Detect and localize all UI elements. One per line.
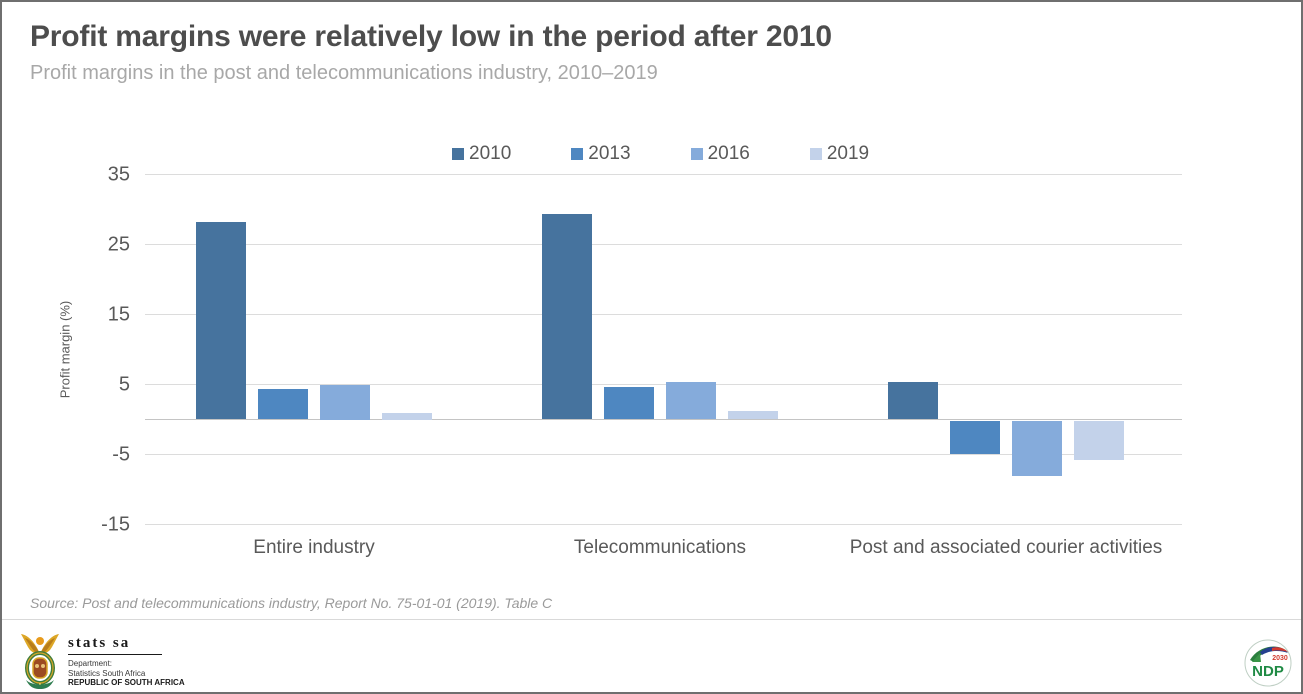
- legend-label-2019: 2019: [826, 143, 870, 164]
- legend-item-2010: 2010: [452, 143, 511, 165]
- gridline-y-15: [145, 314, 1182, 315]
- bar-2019-category-1: [728, 411, 778, 420]
- stats-sa-rule: [68, 654, 162, 655]
- bar-2016-category-0: [320, 384, 370, 420]
- svg-text:●: ●: [39, 681, 42, 686]
- bar-2013-category-1: [604, 387, 654, 420]
- legend-item-2016: 2016: [690, 143, 750, 165]
- stats-sa-name: stats sa: [68, 635, 131, 651]
- x-category-label-1: Telecommunications: [573, 537, 747, 558]
- source-note: Source: Post and telecommunications indu…: [30, 595, 553, 611]
- legend-item-2019: 2019: [809, 143, 870, 165]
- x-category-label-2: Post and associated courier activities: [849, 537, 1163, 558]
- bar-2019-category-2: [1074, 420, 1124, 460]
- gridline-y-35: [145, 174, 1182, 175]
- gridline-y--15: [145, 524, 1182, 525]
- legend-label-2016: 2016: [707, 143, 750, 164]
- gridline-y-25: [145, 244, 1182, 245]
- x-axis-zero-line: [145, 419, 1182, 420]
- y-axis-title: Profit margin (%): [57, 300, 73, 399]
- south-africa-coat-of-arms-icon: ●: [21, 634, 59, 689]
- y-tick-label-5: 5: [118, 373, 130, 395]
- legend-item-2013: 2013: [571, 143, 631, 165]
- ndp-acronym-text: NDP: [1252, 663, 1284, 680]
- y-tick-label-35: 35: [107, 163, 130, 185]
- page-subtitle: Profit margins in the post and telecommu…: [30, 62, 658, 84]
- x-category-label-0: Entire industry: [253, 537, 375, 558]
- footer-divider: [2, 619, 1301, 620]
- stats-sa-dept: Department:: [68, 659, 113, 668]
- bar-2016-category-1: [666, 381, 716, 420]
- legend-label-2013: 2013: [588, 143, 631, 164]
- legend-swatch-icon-2019: [809, 148, 822, 160]
- chart-legend: 2010 2013 2016 2019: [452, 143, 869, 165]
- legend-label-2010: 2010: [469, 143, 512, 164]
- stats-sa-wordmark: stats sa Department: Statistics South Af…: [68, 632, 185, 690]
- bar-2016-category-2: [1012, 420, 1062, 476]
- legend-swatch-icon-2016: [690, 148, 703, 160]
- gridline-y-5: [145, 384, 1182, 385]
- y-tick-label--15: -15: [101, 513, 130, 535]
- bar-2013-category-2: [950, 420, 1000, 455]
- stats-sa-org: Statistics South Africa: [68, 668, 146, 678]
- ndp-2030-logo-icon: 2030 NDP: [1244, 639, 1292, 687]
- bar-2010-category-2: [888, 382, 938, 420]
- legend-swatch-icon-2013: [571, 148, 584, 160]
- bar-2013-category-0: [258, 389, 308, 420]
- stats-sa-country: REPUBLIC OF SOUTH AFRICA: [68, 678, 185, 687]
- y-tick-label-25: 25: [107, 233, 130, 255]
- gridline-y--5: [145, 454, 1182, 455]
- legend-swatch-icon-2010: [452, 148, 464, 160]
- bar-2010-category-1: [542, 214, 592, 420]
- bar-2019-category-0: [382, 412, 432, 420]
- page-title: Profit margins were relatively low in th…: [30, 20, 832, 53]
- y-tick-label--5: -5: [112, 443, 130, 465]
- ndp-year-text: 2030: [1272, 655, 1288, 662]
- bar-2010-category-0: [196, 222, 246, 420]
- stats-sa-logo: ● stats sa Department: Statistics South …: [20, 632, 185, 690]
- y-tick-label-15: 15: [107, 303, 130, 325]
